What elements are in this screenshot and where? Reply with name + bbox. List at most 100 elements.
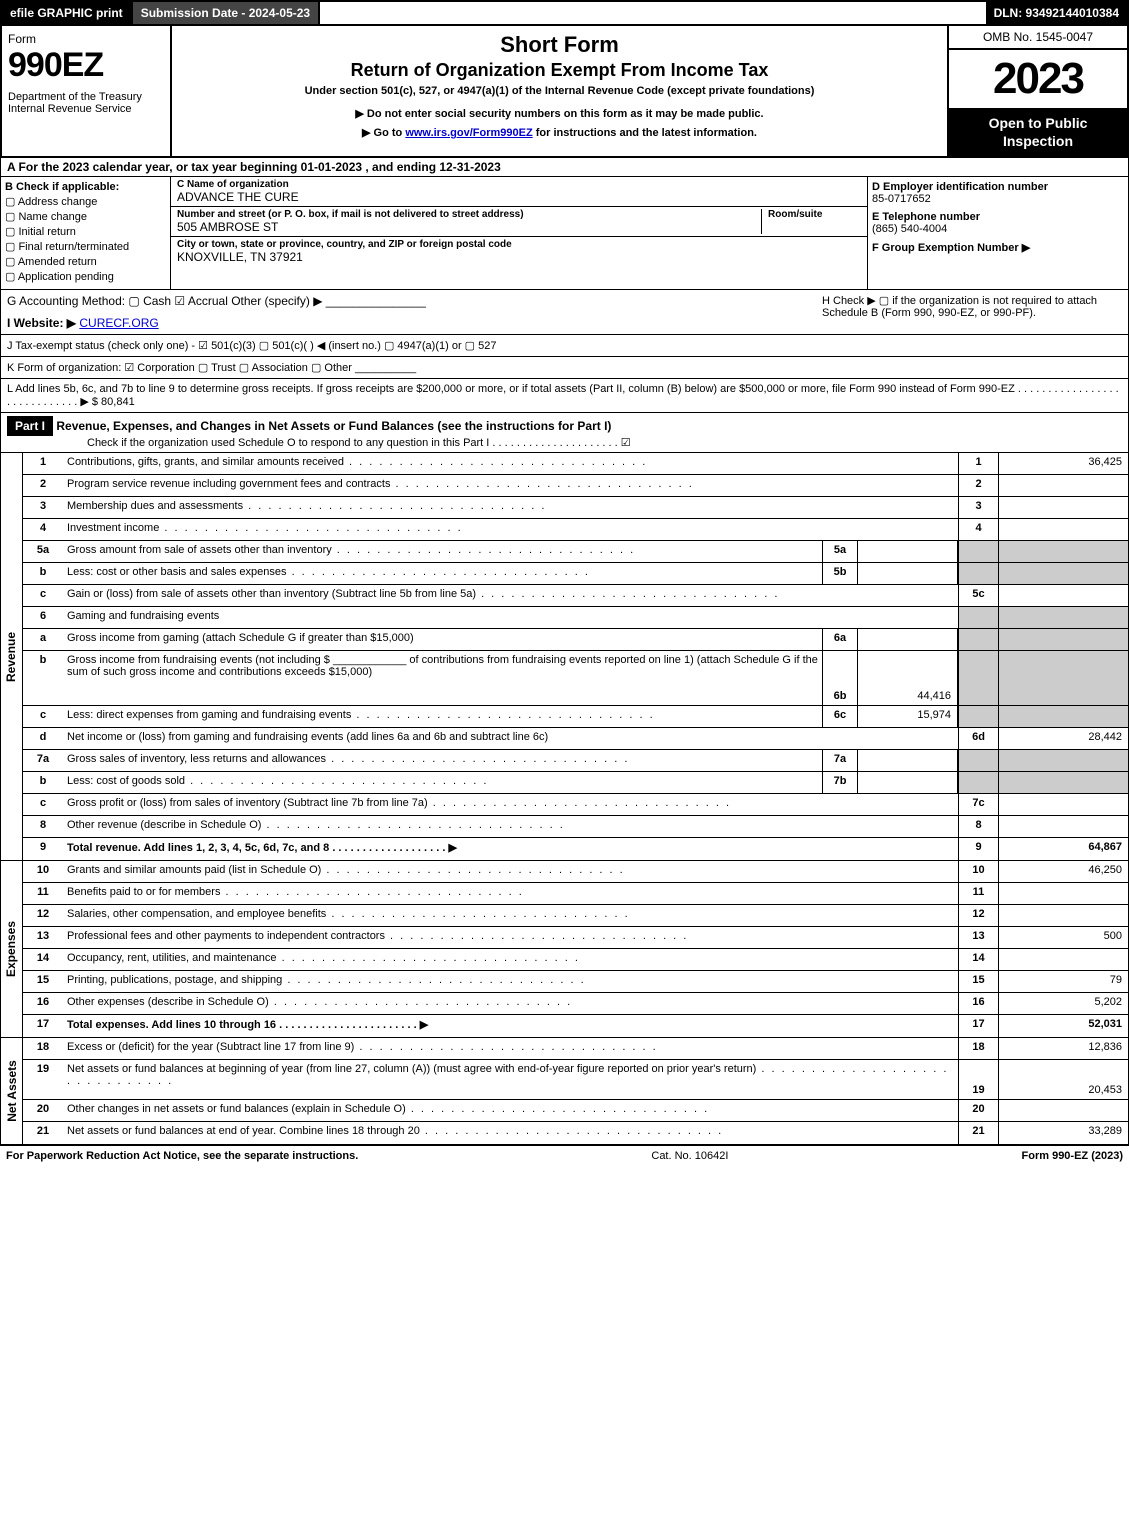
chk-name-change[interactable]: Name change	[5, 210, 166, 223]
ein-value: 85-0717652	[872, 193, 1124, 205]
line-6c-sn: 6c	[822, 706, 858, 727]
page-footer: For Paperwork Reduction Act Notice, see …	[0, 1145, 1129, 1166]
line-7b-sv	[858, 772, 958, 793]
b-label: B Check if applicable:	[5, 181, 166, 193]
irs-link[interactable]: www.irs.gov/Form990EZ	[405, 127, 532, 139]
line-14-num: 14	[23, 949, 63, 970]
line-3-val	[998, 497, 1128, 518]
section-expenses: Expenses 10Grants and similar amounts pa…	[1, 861, 1128, 1038]
line-1-val: 36,425	[998, 453, 1128, 474]
form-word: Form	[8, 32, 164, 46]
chk-final-return[interactable]: Final return/terminated	[5, 240, 166, 253]
chk-application-pending[interactable]: Application pending	[5, 270, 166, 283]
line-7b-rv-shade	[998, 772, 1128, 793]
footer-mid: Cat. No. 10642I	[651, 1150, 728, 1162]
line-7c-val	[998, 794, 1128, 815]
line-5a-num: 5a	[23, 541, 63, 562]
line-7a-num: 7a	[23, 750, 63, 771]
line-13-val: 500	[998, 927, 1128, 948]
line-7a-desc: Gross sales of inventory, less returns a…	[63, 750, 822, 771]
part1-header: Part I Revenue, Expenses, and Changes in…	[0, 413, 1129, 453]
goto-pre: ▶ Go to	[362, 127, 405, 139]
line-6b-desc: Gross income from fundraising events (no…	[63, 651, 822, 705]
line-8-rn: 8	[958, 816, 998, 837]
line-6c-sv: 15,974	[858, 706, 958, 727]
chk-initial-return[interactable]: Initial return	[5, 225, 166, 238]
dln-label: DLN: 93492144010384	[986, 2, 1127, 24]
line-2-val	[998, 475, 1128, 496]
line-10-rn: 10	[958, 861, 998, 882]
top-bar: efile GRAPHIC print Submission Date - 20…	[0, 0, 1129, 26]
line-13-desc: Professional fees and other payments to …	[63, 927, 958, 948]
line-21-num: 21	[23, 1122, 63, 1144]
line-2-num: 2	[23, 475, 63, 496]
line-7b-desc: Less: cost of goods sold	[63, 772, 822, 793]
line-5b-sn: 5b	[822, 563, 858, 584]
section-def: D Employer identification number 85-0717…	[868, 177, 1128, 289]
org-name: ADVANCE THE CURE	[177, 190, 861, 204]
goto-post: for instructions and the latest informat…	[536, 127, 757, 139]
line-9-num: 9	[23, 838, 63, 860]
line-7a-sn: 7a	[822, 750, 858, 771]
line-15-rn: 15	[958, 971, 998, 992]
line-16-val: 5,202	[998, 993, 1128, 1014]
section-c: C Name of organization ADVANCE THE CURE …	[171, 177, 868, 289]
line-16-desc: Other expenses (describe in Schedule O)	[63, 993, 958, 1014]
website-link[interactable]: CURECF.ORG	[79, 316, 158, 330]
header-left: Form 990EZ Department of the Treasury In…	[2, 26, 172, 156]
line-2-desc: Program service revenue including govern…	[63, 475, 958, 496]
e-label: E Telephone number	[872, 211, 1124, 223]
line-6-desc: Gaming and fundraising events	[63, 607, 958, 628]
line-3-desc: Membership dues and assessments	[63, 497, 958, 518]
header-right: OMB No. 1545-0047 2023 Open to Public In…	[947, 26, 1127, 156]
chk-amended-return[interactable]: Amended return	[5, 255, 166, 268]
part1-title: Revenue, Expenses, and Changes in Net As…	[56, 419, 611, 433]
line-12-val	[998, 905, 1128, 926]
line-5c-rn: 5c	[958, 585, 998, 606]
line-16-rn: 16	[958, 993, 998, 1014]
line-5b-num: b	[23, 563, 63, 584]
subtitle: Under section 501(c), 527, or 4947(a)(1)…	[178, 85, 941, 97]
lines-container: Revenue 1Contributions, gifts, grants, a…	[0, 453, 1129, 1145]
line-5b-rn-shade	[958, 563, 998, 584]
line-1-desc: Contributions, gifts, grants, and simila…	[63, 453, 958, 474]
l-gross-receipts: L Add lines 5b, 6c, and 7b to line 9 to …	[0, 379, 1129, 413]
line-6c-rn-shade	[958, 706, 998, 727]
line-5a-sv	[858, 541, 958, 562]
line-6a-rv-shade	[998, 629, 1128, 650]
line-5a-desc: Gross amount from sale of assets other t…	[63, 541, 822, 562]
line-6-rv-shade	[998, 607, 1128, 628]
line-5c-num: c	[23, 585, 63, 606]
line-5a-rn-shade	[958, 541, 998, 562]
title-return: Return of Organization Exempt From Incom…	[178, 60, 941, 81]
line-17-rn: 17	[958, 1015, 998, 1037]
line-9-desc: Total revenue. Add lines 1, 2, 3, 4, 5c,…	[63, 838, 958, 860]
line-6a-desc: Gross income from gaming (attach Schedul…	[63, 629, 822, 650]
line-11-val	[998, 883, 1128, 904]
line-12-desc: Salaries, other compensation, and employ…	[63, 905, 958, 926]
line-6a-num: a	[23, 629, 63, 650]
line-5a-rv-shade	[998, 541, 1128, 562]
j-tax-exempt: J Tax-exempt status (check only one) - ☑…	[0, 335, 1129, 357]
title-short-form: Short Form	[178, 32, 941, 58]
footer-left: For Paperwork Reduction Act Notice, see …	[6, 1150, 358, 1162]
chk-address-change[interactable]: Address change	[5, 195, 166, 208]
form-number: 990EZ	[8, 46, 164, 85]
line-15-num: 15	[23, 971, 63, 992]
row-a-calendar-year: A For the 2023 calendar year, or tax yea…	[0, 158, 1129, 177]
line-2-rn: 2	[958, 475, 998, 496]
c-name-label: C Name of organization	[177, 179, 861, 190]
line-6d-rn: 6d	[958, 728, 998, 749]
line-21-desc: Net assets or fund balances at end of ye…	[63, 1122, 958, 1144]
ssn-note: ▶ Do not enter social security numbers o…	[178, 107, 941, 120]
line-15-val: 79	[998, 971, 1128, 992]
line-6a-rn-shade	[958, 629, 998, 650]
line-7c-rn: 7c	[958, 794, 998, 815]
line-10-num: 10	[23, 861, 63, 882]
line-1-num: 1	[23, 453, 63, 474]
vlabel-expenses: Expenses	[1, 861, 23, 1037]
line-13-num: 13	[23, 927, 63, 948]
line-6b-rn-shade	[958, 651, 998, 705]
line-21-val: 33,289	[998, 1122, 1128, 1144]
i-label: I Website: ▶	[7, 316, 76, 330]
